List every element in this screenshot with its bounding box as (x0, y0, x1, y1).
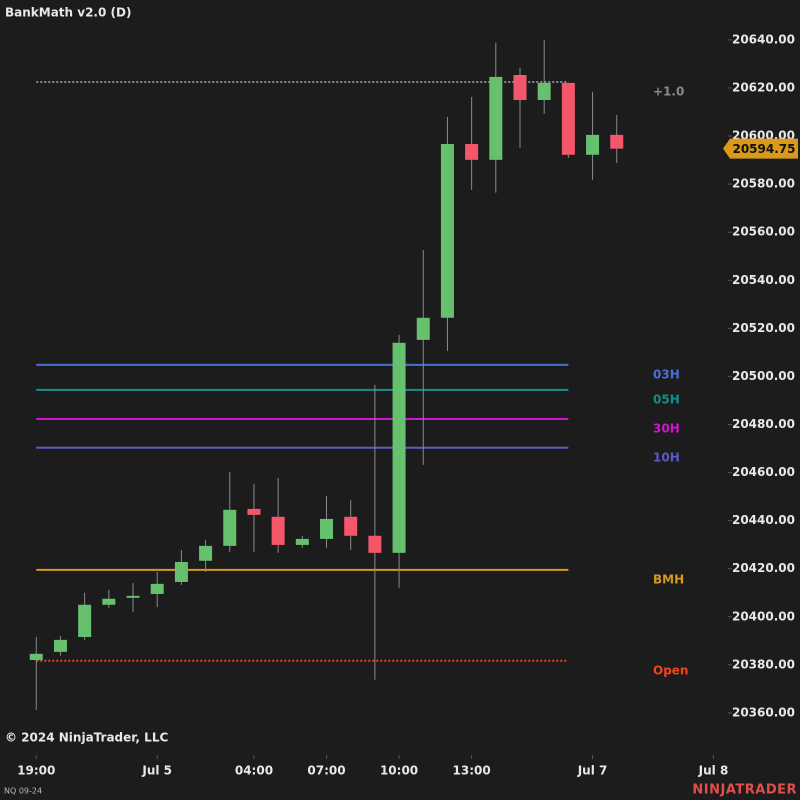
level-label: 05H (653, 392, 680, 406)
y-tick-label: 20400.00 (732, 609, 795, 623)
candle-body (126, 595, 140, 598)
candle-body (344, 516, 358, 536)
level-label: 10H (653, 450, 680, 464)
candle-body (29, 653, 43, 661)
chart-title: BankMath v2.0 (D) (5, 6, 131, 20)
level-label: 03H (653, 367, 680, 381)
x-tick-label: 19:00 (17, 764, 55, 778)
candle-body (561, 82, 575, 155)
y-tick-label: 20500.00 (732, 369, 795, 383)
y-tick-label: 20380.00 (732, 657, 795, 671)
candle-body (489, 76, 503, 160)
y-tick-label: 20480.00 (732, 417, 795, 431)
level-label: BMH (653, 572, 684, 586)
level-label: Open (653, 663, 688, 677)
candle-body (392, 342, 406, 553)
candle-body (320, 518, 334, 539)
level-label: 30H (653, 421, 680, 435)
last-price-label: 20594.75 (732, 142, 795, 156)
plot: 20360.00 20380.00 20400.00 20420.00 20440.00… (17, 32, 798, 778)
candle-body (465, 143, 479, 160)
copyright: © 2024 NinjaTrader, LLC (5, 731, 168, 745)
x-tick-label: 04:00 (235, 764, 273, 778)
y-tick-label: 20460.00 (732, 465, 795, 479)
x-tick-label: 07:00 (307, 764, 345, 778)
candle-body (150, 583, 164, 594)
candle-body (440, 143, 454, 318)
brand: NINJATRADER (692, 783, 797, 798)
candle-body (513, 74, 527, 100)
instrument: NQ 09-24 (4, 787, 42, 796)
candle-body (78, 604, 92, 637)
y-tick-label: 20420.00 (732, 561, 795, 575)
candle-body (295, 538, 309, 545)
y-tick-label: 20560.00 (732, 225, 795, 239)
y-tick-label: 20540.00 (732, 273, 795, 287)
candle-body (416, 317, 430, 340)
candle-body (223, 509, 237, 546)
candle-body (368, 535, 382, 553)
x-tick-label: Jul 5 (141, 764, 172, 778)
candle-body (610, 134, 624, 149)
x-tick-label: Jul 8 (698, 764, 729, 778)
candle-body (174, 561, 188, 582)
y-tick-label: 20620.00 (732, 80, 795, 94)
candle-body (247, 508, 261, 515)
candle-body (586, 134, 600, 155)
y-tick-label: 20520.00 (732, 321, 795, 335)
y-tick-label: 20360.00 (732, 705, 795, 719)
candle-body (271, 516, 285, 545)
last-price-tag (723, 138, 798, 159)
candle-body (537, 82, 551, 100)
x-tick-label: Jul 7 (577, 764, 608, 778)
y-tick-label: 20640.00 (732, 32, 795, 46)
level-label: +1.0 (653, 84, 684, 98)
candle-body (53, 639, 67, 652)
candle-body (199, 545, 213, 561)
y-tick-label: 20580.00 (732, 177, 795, 191)
x-tick-label: 10:00 (380, 764, 418, 778)
x-tick-label: 13:00 (453, 764, 491, 778)
y-tick-label: 20440.00 (732, 513, 795, 527)
candle-body (102, 598, 116, 605)
